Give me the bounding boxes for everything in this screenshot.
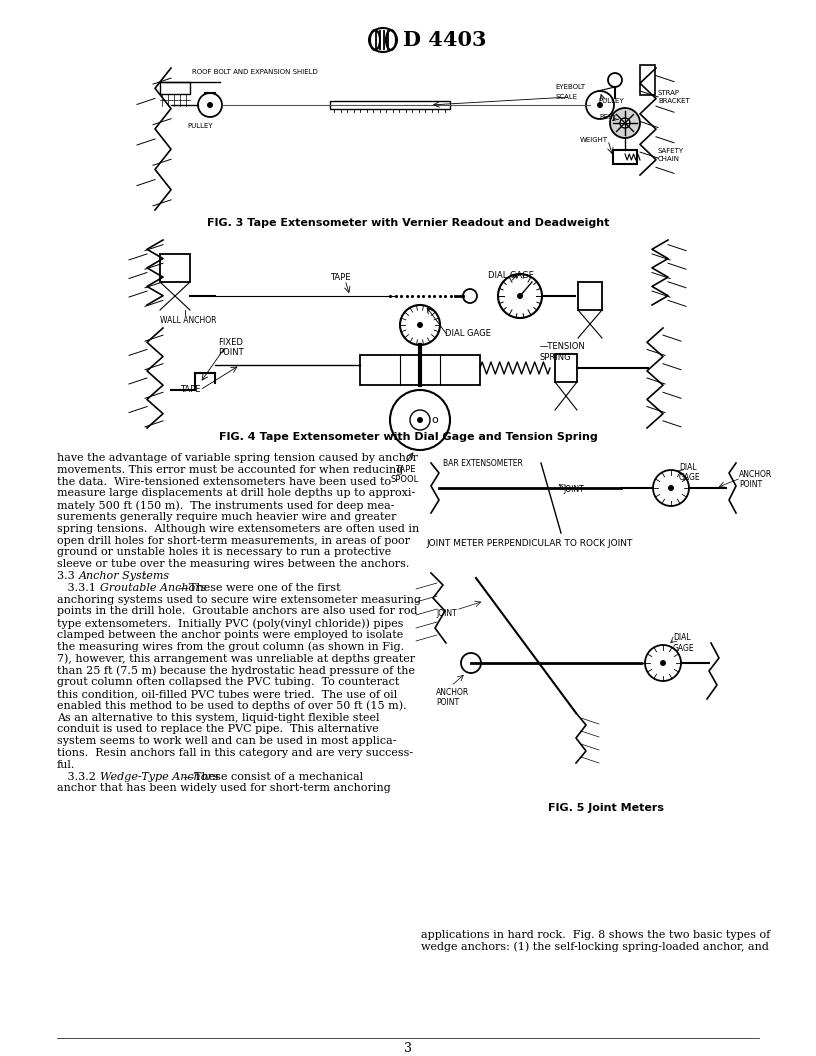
Text: measure large displacements at drill hole depths up to approxi-: measure large displacements at drill hol… <box>57 488 415 498</box>
Text: o: o <box>432 415 438 425</box>
Text: movements. This error must be accounted for when reducing: movements. This error must be accounted … <box>57 465 403 475</box>
Text: REEL: REEL <box>600 114 617 120</box>
Text: 7), however, this arrangement was unreliable at depths greater: 7), however, this arrangement was unreli… <box>57 654 415 664</box>
Text: anchor that has been widely used for short-term anchoring: anchor that has been widely used for sho… <box>57 784 391 793</box>
Circle shape <box>417 322 423 328</box>
Bar <box>160 82 190 94</box>
Text: JOINT METER PERPENDICULAR TO ROCK JOINT: JOINT METER PERPENDICULAR TO ROCK JOINT <box>426 539 632 547</box>
Circle shape <box>668 485 674 491</box>
Bar <box>330 101 450 109</box>
Bar <box>555 354 577 382</box>
Text: Anchor Systems: Anchor Systems <box>78 571 170 581</box>
Text: have the advantage of variable spring tension caused by anchor: have the advantage of variable spring te… <box>57 453 418 463</box>
Text: points in the drill hole.  Groutable anchors are also used for rod: points in the drill hole. Groutable anch… <box>57 606 418 617</box>
Text: JOINT: JOINT <box>436 608 457 618</box>
Text: FIG. 4 Tape Extensometer with Dial Gage and Tension Spring: FIG. 4 Tape Extensometer with Dial Gage … <box>219 432 597 442</box>
Text: STRAP
BRACKET: STRAP BRACKET <box>658 90 690 103</box>
Text: DIAL GAGE: DIAL GAGE <box>445 328 491 338</box>
Text: TAPE: TAPE <box>180 385 201 395</box>
Text: tions.  Resin anchors fall in this category and are very success-: tions. Resin anchors fall in this catego… <box>57 748 413 758</box>
Circle shape <box>400 305 440 345</box>
Text: ANCHOR
POINT: ANCHOR POINT <box>739 470 772 489</box>
Text: JOINT: JOINT <box>563 486 583 494</box>
Text: :: : <box>143 571 147 581</box>
Text: wedge anchors: (1) the self-locking spring-loaded anchor, and: wedge anchors: (1) the self-locking spri… <box>421 942 769 953</box>
Text: WEIGHT: WEIGHT <box>580 137 608 143</box>
Circle shape <box>645 645 681 681</box>
Text: FIG. 3 Tape Extensometer with Vernier Readout and Deadweight: FIG. 3 Tape Extensometer with Vernier Re… <box>206 218 610 228</box>
Text: FIG. 5 Joint Meters: FIG. 5 Joint Meters <box>548 803 664 813</box>
Circle shape <box>498 274 542 318</box>
Text: enabled this method to be used to depths of over 50 ft (15 m).: enabled this method to be used to depths… <box>57 701 406 712</box>
Text: open drill holes for short-term measurements, in areas of poor: open drill holes for short-term measurem… <box>57 535 410 546</box>
Text: the measuring wires from the grout column (as shown in Fig.: the measuring wires from the grout colum… <box>57 642 404 653</box>
Circle shape <box>597 102 603 108</box>
Text: SAFETY
CHAIN: SAFETY CHAIN <box>658 148 684 162</box>
Text: BAR EXTENSOMETER: BAR EXTENSOMETER <box>443 458 523 468</box>
Text: PULLEY: PULLEY <box>598 98 623 103</box>
Text: DIAL GAGE: DIAL GAGE <box>488 271 534 281</box>
Text: ful.: ful. <box>57 760 75 770</box>
Text: 3.3.1: 3.3.1 <box>57 583 103 592</box>
Text: 3.3: 3.3 <box>57 571 82 581</box>
Text: D 4403: D 4403 <box>403 30 486 50</box>
Text: grout column often collapsed the PVC tubing.  To counteract: grout column often collapsed the PVC tub… <box>57 677 399 687</box>
Text: than 25 ft (7.5 m) because the hydrostatic head pressure of the: than 25 ft (7.5 m) because the hydrostat… <box>57 665 415 676</box>
Text: EYEBOLT: EYEBOLT <box>555 84 585 90</box>
Text: As an alternative to this system, liquid-tight flexible steel: As an alternative to this system, liquid… <box>57 713 379 722</box>
Circle shape <box>207 102 213 108</box>
Text: TAPE
SPOOL: TAPE SPOOL <box>391 465 419 485</box>
Text: WALL ANCHOR: WALL ANCHOR <box>160 316 216 325</box>
Text: FIXED
POINT: FIXED POINT <box>218 338 244 357</box>
Circle shape <box>463 289 477 303</box>
Text: anchoring systems used to secure wire extensometer measuring: anchoring systems used to secure wire ex… <box>57 595 421 605</box>
Text: clamped between the anchor points were employed to isolate: clamped between the anchor points were e… <box>57 630 403 640</box>
Text: type extensometers.  Initially PVC (poly(vinyl chloride)) pipes: type extensometers. Initially PVC (poly(… <box>57 618 403 628</box>
Text: conduit is used to replace the PVC pipe.  This alternative: conduit is used to replace the PVC pipe.… <box>57 724 379 734</box>
Bar <box>640 65 655 95</box>
Text: 3.3.2: 3.3.2 <box>57 772 103 781</box>
Text: 3: 3 <box>404 1041 412 1055</box>
Text: this condition, oil-filled PVC tubes were tried.  The use of oil: this condition, oil-filled PVC tubes wer… <box>57 689 397 699</box>
Circle shape <box>410 410 430 430</box>
Text: ROOF BOLT AND EXPANSION SHIELD: ROOF BOLT AND EXPANSION SHIELD <box>192 69 317 75</box>
Circle shape <box>517 293 523 299</box>
Text: surements generally require much heavier wire and greater: surements generally require much heavier… <box>57 512 397 522</box>
Bar <box>578 282 602 310</box>
Text: ANCHOR
POINT: ANCHOR POINT <box>436 689 469 708</box>
Text: system seems to work well and can be used in most applica-: system seems to work well and can be use… <box>57 736 397 747</box>
Text: Wedge-Type Anchors: Wedge-Type Anchors <box>100 772 219 781</box>
Text: applications in hard rock.  Fig. 8 shows the two basic types of: applications in hard rock. Fig. 8 shows … <box>421 930 770 940</box>
Bar <box>360 355 480 385</box>
Text: ground or unstable holes it is necessary to run a protective: ground or unstable holes it is necessary… <box>57 547 391 558</box>
Circle shape <box>660 660 666 666</box>
Text: TAPE: TAPE <box>330 274 351 283</box>
Circle shape <box>417 417 423 423</box>
Text: DIAL
GAGE: DIAL GAGE <box>679 463 701 483</box>
Circle shape <box>620 118 630 128</box>
Bar <box>160 254 190 282</box>
Text: DIAL
GAGE: DIAL GAGE <box>673 634 694 653</box>
Text: sleeve or tube over the measuring wires between the anchors.: sleeve or tube over the measuring wires … <box>57 560 410 569</box>
Text: SCALE: SCALE <box>555 94 577 100</box>
Text: —These were one of the first: —These were one of the first <box>178 583 341 592</box>
Text: PULLEY: PULLEY <box>187 122 213 129</box>
Circle shape <box>390 390 450 450</box>
Text: —These consist of a mechanical: —These consist of a mechanical <box>183 772 363 781</box>
Text: —TENSION
SPRING: —TENSION SPRING <box>540 342 586 362</box>
Text: mately 500 ft (150 m).  The instruments used for deep mea-: mately 500 ft (150 m). The instruments u… <box>57 501 394 511</box>
Circle shape <box>610 108 640 138</box>
Text: the data.  Wire-tensioned extensometers have been used to: the data. Wire-tensioned extensometers h… <box>57 476 391 487</box>
Circle shape <box>653 470 689 506</box>
Text: spring tensions.  Although wire extensometers are often used in: spring tensions. Although wire extensome… <box>57 524 419 533</box>
Circle shape <box>461 653 481 673</box>
Bar <box>613 150 637 164</box>
Text: Groutable Anchors: Groutable Anchors <box>100 583 206 592</box>
